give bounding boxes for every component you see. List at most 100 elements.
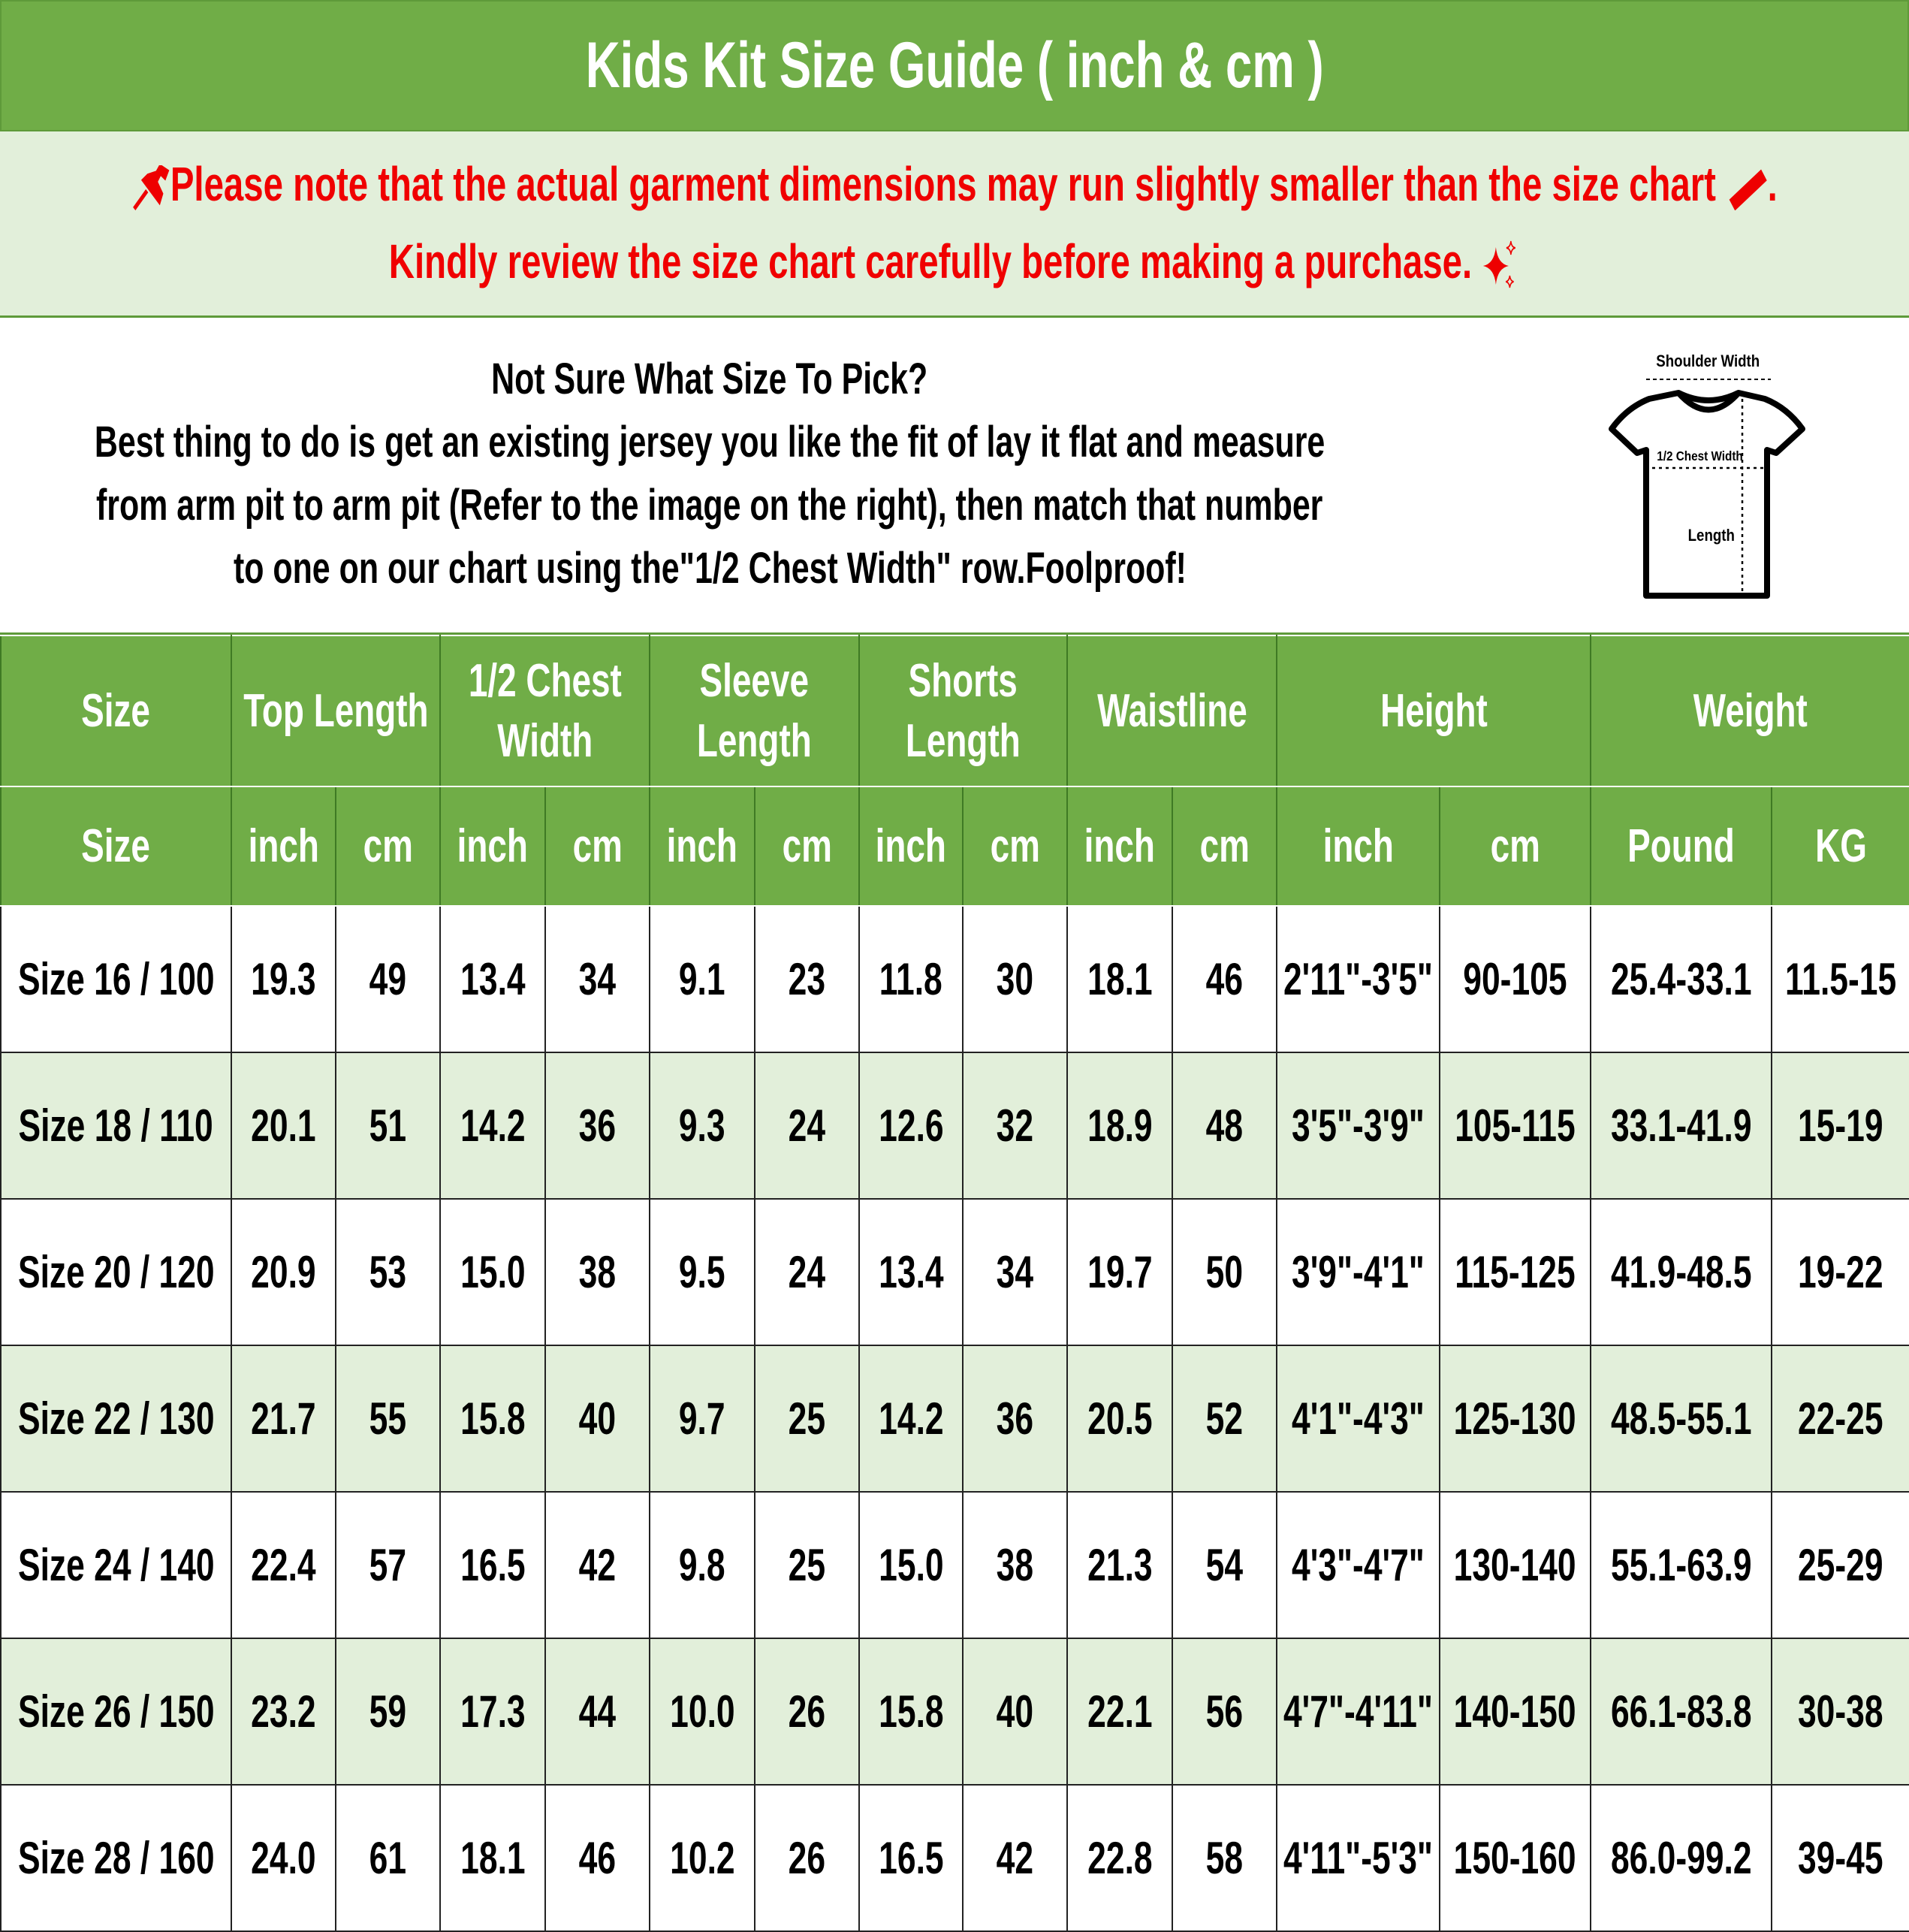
table-row: Size 16 / 100 19.3 49 13.4 34 9.1 23 11.8 30 18.1…: [0, 905, 1909, 1053]
table-cell: 52: [1172, 1345, 1278, 1493]
svg-text:Shoulder Width: Shoulder Width: [1656, 353, 1760, 371]
table-cell: 150-160: [1439, 1784, 1592, 1932]
table-cell: 10.0: [649, 1638, 756, 1786]
table-cell: 9.7: [649, 1345, 756, 1493]
unit-header: inch: [649, 786, 756, 907]
svg-text:1/2 Chest Width: 1/2 Chest Width: [1657, 448, 1743, 463]
table-cell: 61: [334, 1784, 442, 1932]
table-cell: 11.5-15: [1771, 905, 1909, 1053]
sparkles-icon: [1482, 240, 1515, 288]
group-header-label: Size: [81, 684, 151, 737]
table-cell: 54: [1172, 1491, 1278, 1639]
table-cell: Size 26 / 150: [0, 1638, 232, 1786]
group-header-label: Width: [497, 714, 593, 767]
table-cell: 18.9: [1066, 1052, 1174, 1200]
table-cell: 15.8: [858, 1638, 964, 1786]
unit-header: inch: [1276, 786, 1441, 907]
notice-line-2: Kindly review the size chart carefully b…: [190, 224, 1720, 303]
table-cell: 36: [962, 1345, 1069, 1493]
unit-header: Size: [0, 786, 232, 907]
table-cell: 22.4: [231, 1491, 336, 1639]
group-header: Waistline: [1066, 635, 1278, 787]
table-cell: 140-150: [1439, 1638, 1592, 1786]
table-cell: 51: [334, 1052, 442, 1200]
table-cell: 20.1: [231, 1052, 336, 1200]
table-cell: 25-29: [1771, 1491, 1909, 1639]
group-header: 1/2 Chest Width: [439, 635, 651, 787]
table-row: Size 28 / 160 24.0 61 18.1 46 10.2 26 16.5 42 22.…: [0, 1784, 1909, 1932]
table-cell: 90-105: [1439, 905, 1592, 1053]
page-title: Kids Kit Size Guide ( inch & cm ): [0, 0, 1909, 131]
table-cell: 21.3: [1066, 1491, 1174, 1639]
table-cell: 3'9"-4'1": [1276, 1198, 1441, 1346]
table-cell: 24.0: [231, 1784, 336, 1932]
table-cell: 30-38: [1771, 1638, 1909, 1786]
table-cell: 4'11"-5'3": [1276, 1784, 1441, 1932]
group-header-label: 1/2 Chest: [468, 654, 622, 707]
group-header-label: Sleeve: [699, 654, 810, 707]
info-line: from arm pit to arm pit (Refer to the im…: [96, 481, 1323, 530]
table-cell: Size 28 / 160: [0, 1784, 232, 1932]
table-cell: 34: [962, 1198, 1069, 1346]
table-cell: Size 16 / 100: [0, 905, 232, 1053]
table-cell: 13.4: [439, 905, 547, 1053]
header-group-row: Size Top Length 1/2 Chest Width Sleeve Length…: [0, 635, 1909, 787]
unit-header: cm: [754, 786, 861, 907]
table-cell: 86.0-99.2: [1590, 1784, 1773, 1932]
table-cell: Size 22 / 130: [0, 1345, 232, 1493]
table-cell: 41.9-48.5: [1590, 1198, 1773, 1346]
table-row: Size 26 / 150 23.2 59 17.3 44 10.0 26 15.8 40 22.…: [0, 1638, 1909, 1786]
table-cell: 56: [1172, 1638, 1278, 1786]
table-cell: 38: [962, 1491, 1069, 1639]
table-cell: 32: [962, 1052, 1069, 1200]
table-cell: 20.5: [1066, 1345, 1174, 1493]
table-cell: 53: [334, 1198, 442, 1346]
table-cell: 18.1: [439, 1784, 547, 1932]
table-cell: 9.8: [649, 1491, 756, 1639]
group-header-label: Weight: [1693, 684, 1808, 737]
table-cell: 13.4: [858, 1198, 964, 1346]
table-cell: 55.1-63.9: [1590, 1491, 1773, 1639]
unit-header: cm: [1439, 786, 1592, 907]
table-cell: 4'1"-4'3": [1276, 1345, 1441, 1493]
table-cell: 25.4-33.1: [1590, 905, 1773, 1053]
group-header-label: Shorts: [908, 654, 1018, 707]
table-cell: 22-25: [1771, 1345, 1909, 1493]
table-cell: 30: [962, 905, 1069, 1053]
info-line: to one on our chart using the"1/2 Chest …: [233, 544, 1187, 593]
table-cell: 38: [544, 1198, 651, 1346]
table-cell: 25: [754, 1491, 861, 1639]
table-row: Size 20 / 120 20.9 53 15.0 38 9.5 24 13.4 34 19.7…: [0, 1198, 1909, 1346]
table-cell: 115-125: [1439, 1198, 1592, 1346]
unit-header: cm: [334, 786, 442, 907]
table-cell: 46: [1172, 905, 1278, 1053]
table-cell: 4'7"-4'11": [1276, 1638, 1441, 1786]
table-cell: 55: [334, 1345, 442, 1493]
table-cell: 46: [544, 1784, 651, 1932]
notice-banner: Please note that the actual garment dime…: [0, 131, 1909, 318]
group-header-label: Top Length: [243, 684, 429, 737]
table-cell: Size 20 / 120: [0, 1198, 232, 1346]
group-header: Shorts Length: [858, 635, 1069, 787]
table-cell: 14.2: [858, 1345, 964, 1493]
table-cell: 15-19: [1771, 1052, 1909, 1200]
group-header-label: Height: [1380, 684, 1488, 737]
group-header: Sleeve Length: [649, 635, 861, 787]
table-cell: 39-45: [1771, 1784, 1909, 1932]
table-cell: 22.1: [1066, 1638, 1174, 1786]
info-heading: Not Sure What Size To Pick?: [491, 355, 928, 403]
table-row: Size 24 / 140 22.4 57 16.5 42 9.8 25 15.0 38 21.3…: [0, 1491, 1909, 1639]
group-header: Top Length: [230, 635, 442, 787]
table-cell: 25: [754, 1345, 861, 1493]
table-cell: 42: [962, 1784, 1069, 1932]
table-cell: 12.6: [858, 1052, 964, 1200]
pushpin-icon: [133, 164, 170, 211]
table-cell: 18.1: [1066, 905, 1174, 1053]
table-cell: 40: [962, 1638, 1069, 1786]
table-cell: 20.9: [231, 1198, 336, 1346]
tshirt-diagram-icon: Shoulder Width 1/2 Chest Width Length: [1609, 353, 1805, 599]
table-cell: 26: [754, 1784, 861, 1932]
unit-header: inch: [231, 786, 336, 907]
info-section: Not Sure What Size To Pick? Best thing t…: [0, 318, 1909, 635]
table-cell: 16.5: [439, 1491, 547, 1639]
